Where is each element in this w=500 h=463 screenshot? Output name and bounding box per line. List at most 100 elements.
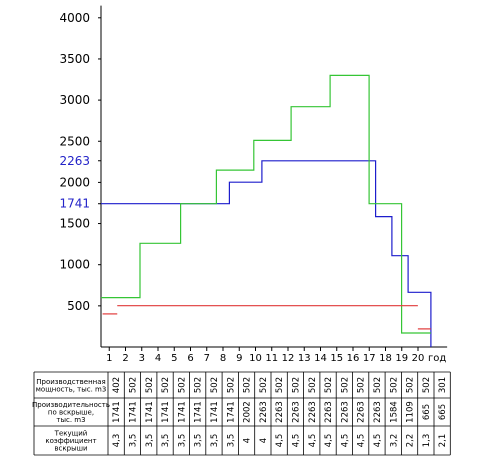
table-cell: 2,1 (438, 434, 448, 448)
table-row-label: тыс. m3 (56, 416, 85, 424)
table-cell: 4,5 (291, 434, 301, 448)
table-cell: 502 (210, 377, 220, 393)
table-cell: 3,5 (210, 434, 220, 448)
table-cell: 502 (373, 377, 383, 393)
y-tick-label: 2000 (59, 175, 90, 189)
table-cell: 502 (161, 377, 171, 393)
table-cell: 3,5 (177, 434, 187, 448)
table-row-label: Производительность (32, 401, 110, 409)
table-cell: 2263 (308, 401, 318, 423)
table-cell: 1741 (177, 401, 187, 423)
table-cell: 1,3 (422, 434, 432, 448)
table-cell: 502 (259, 377, 269, 393)
y-tick-label: 3500 (59, 52, 90, 66)
table-cell: 502 (145, 377, 155, 393)
table-cell: 4,5 (357, 434, 367, 448)
table-cell: 502 (357, 377, 367, 393)
table-cell: 502 (406, 377, 416, 393)
table-cell: 502 (226, 377, 236, 393)
table-cell: 1584 (389, 401, 399, 423)
y-tick-label: 1500 (59, 217, 90, 231)
table-cell: 2002 (243, 401, 253, 423)
table-cell: 3,2 (389, 434, 399, 448)
table-cell: 502 (389, 377, 399, 393)
table-cell: 502 (243, 377, 253, 393)
x-tick-label: 6 (187, 353, 193, 364)
table-cell: 502 (177, 377, 187, 393)
table-cell: 1741 (145, 401, 155, 423)
x-tick-label: 14 (314, 353, 327, 364)
table-cell: 301 (438, 377, 448, 393)
table-cell: 3,5 (194, 434, 204, 448)
x-tick-label: 10 (249, 353, 262, 364)
series-lines (101, 74, 432, 347)
x-tick-label: 2 (122, 353, 128, 364)
table-cell: 2263 (373, 401, 383, 423)
table-cell: 502 (275, 377, 285, 393)
x-tick-label: 16 (347, 353, 360, 364)
x-tick-label: 13 (298, 353, 311, 364)
table-cell: 4,5 (324, 434, 334, 448)
y-tick-label: 1000 (59, 258, 90, 272)
x-tick-label: 15 (330, 353, 343, 364)
table-cell: 1741 (226, 401, 236, 423)
table-cell: 502 (340, 377, 350, 393)
table-cell: 4 (243, 438, 253, 443)
table-cell: 502 (324, 377, 334, 393)
x-axis-ticks: 1 2 3 4 5 6 7 8 9 10 11 12 13 14 15 16 17 18 19 20 год (106, 347, 446, 364)
table-cell: 1741 (112, 401, 122, 423)
y-tick-label: 4000 (59, 11, 90, 25)
table-cell: 4,5 (340, 434, 350, 448)
table-cell: 1741 (210, 401, 220, 423)
x-tick-label: 20 (412, 353, 425, 364)
table-cell: 1109 (406, 401, 416, 423)
x-tick-label: 1 (106, 353, 112, 364)
table-row-label: Текущий (54, 430, 88, 438)
y-tick-label: 500 (67, 299, 90, 313)
table-cell: 2263 (324, 401, 334, 423)
x-tick-label: 12 (282, 353, 295, 364)
table-cell: 2263 (357, 401, 367, 423)
table-cell: 2263 (275, 401, 285, 423)
table-cell: 2263 (291, 401, 301, 423)
y-tick-label: 1741 (59, 197, 90, 211)
table-cell: 402 (112, 377, 122, 393)
table-cell: 2263 (259, 401, 269, 423)
table-cell: 4,3 (112, 434, 122, 448)
table-cell: 4,5 (373, 434, 383, 448)
table-cell: 3,5 (161, 434, 171, 448)
table-row-label: вскрыши (54, 445, 87, 453)
y-tick-label: 2500 (59, 134, 90, 148)
y-tick-label: 2263 (59, 154, 90, 168)
table-cell: 502 (128, 377, 138, 393)
table-row-label: по вскрыше, (48, 409, 94, 417)
x-tick-label: 18 (379, 353, 392, 364)
x-tick-label: 8 (220, 353, 226, 364)
x-tick-label: 9 (236, 353, 242, 364)
table-cell: 1741 (194, 401, 204, 423)
x-tick-label: 4 (155, 353, 161, 364)
x-tick-label: 19 (395, 353, 408, 364)
y-axis-ticks: 500 1000 1500 1741 2000 2263 2500 3000 3500 4000 (59, 11, 101, 313)
table-cell: 502 (422, 377, 432, 393)
x-tick-label: 11 (265, 353, 278, 364)
table-cell: 502 (308, 377, 318, 393)
x-tick-label: 7 (204, 353, 210, 364)
table-cell: 3,5 (128, 434, 138, 448)
table-cell: 4 (259, 438, 269, 443)
table-cell: 3,5 (145, 434, 155, 448)
table-row-label: мощность, тыс. m3 (36, 385, 107, 393)
table-cell: 3,5 (226, 434, 236, 448)
x-axis-unit: год (428, 353, 446, 364)
table-cell: 1741 (128, 401, 138, 423)
axes (100, 5, 448, 348)
table-row-label: коэффициент (45, 437, 96, 445)
series-line-2 (101, 74, 431, 334)
table-cell: 502 (291, 377, 301, 393)
table-cell: 4,5 (275, 434, 285, 448)
series-line-1 (101, 160, 432, 347)
y-tick-label: 3000 (59, 93, 90, 107)
x-tick-label: 3 (139, 353, 145, 364)
